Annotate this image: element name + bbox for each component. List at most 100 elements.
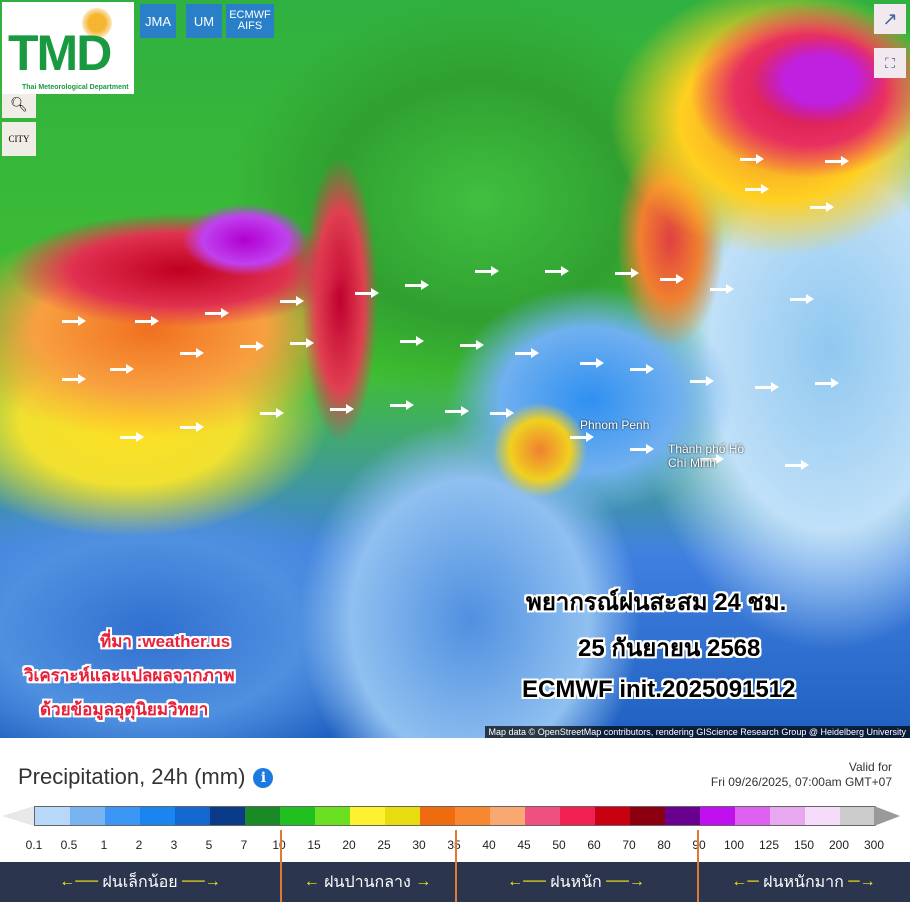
scale-tick-label: 50 xyxy=(552,838,566,852)
scale-tick-label: 80 xyxy=(657,838,671,852)
scale-tick-label: 40 xyxy=(482,838,496,852)
wind-arrow-icon xyxy=(700,454,724,464)
wind-arrow-icon xyxy=(545,266,569,276)
wind-arrow-icon xyxy=(260,408,284,418)
scale-tick-label: 35 xyxy=(447,838,461,852)
scale-swatch xyxy=(665,807,700,825)
scale-swatch xyxy=(70,807,105,825)
scale-swatch xyxy=(385,807,420,825)
wind-arrow-icon xyxy=(205,308,229,318)
wind-arrow-icon xyxy=(740,154,764,164)
sun-icon xyxy=(82,8,112,38)
wind-arrow-icon xyxy=(120,432,144,442)
wind-arrow-icon xyxy=(660,274,684,284)
scale-swatch xyxy=(140,807,175,825)
scale-swatch xyxy=(700,807,735,825)
scale-tick-label: 1 xyxy=(100,838,108,852)
source-line: ด้วยข้อมูลอุตุนิยมวิทยา xyxy=(40,700,209,719)
scale-right-cap xyxy=(874,806,900,826)
wind-arrow-icon xyxy=(515,348,539,358)
wind-arrow-icon xyxy=(755,382,779,392)
legend-title: Precipitation, 24h (mm) i xyxy=(18,764,274,790)
wind-arrow-icon xyxy=(62,374,86,384)
wind-arrow-icon xyxy=(630,364,654,374)
expand-icon[interactable]: ⛶ xyxy=(874,48,906,78)
wind-arrow-icon xyxy=(810,202,834,212)
valid-time: Valid for Fri 09/26/2025, 07:00am GMT+07 xyxy=(710,760,892,789)
scale-swatch xyxy=(350,807,385,825)
wind-arrow-icon xyxy=(790,294,814,304)
category-heavy-rain: ←── ฝนหนัก ──→ xyxy=(507,873,645,891)
scale-swatch xyxy=(420,807,455,825)
model-button-ecmwf-aifs[interactable]: ECMWF AIFS xyxy=(226,4,274,38)
precipitation-map[interactable]: TMD Thai Meteorological Department JMA U… xyxy=(0,0,910,738)
color-scale xyxy=(34,806,876,826)
scale-tick-label: 3 xyxy=(170,838,178,852)
wind-arrow-icon xyxy=(405,280,429,290)
scale-swatch xyxy=(840,807,875,825)
forecast-title: พยากรณ์ฝนสะสม 24 ชม. xyxy=(526,589,787,616)
precipitation-legend: Precipitation, 24h (mm) i Valid for Fri 09… xyxy=(0,738,910,904)
wind-arrow-icon xyxy=(400,336,424,346)
scale-swatch xyxy=(455,807,490,825)
wind-arrow-icon xyxy=(240,341,264,351)
category-very-heavy-rain: ←─ ฝนหนักมาก ─→ xyxy=(731,873,876,891)
scale-tick-label: 45 xyxy=(517,838,531,852)
wind-arrow-icon xyxy=(615,268,639,278)
city-label: Thành phố Hồ Chí Minh xyxy=(668,442,745,470)
wind-arrow-icon xyxy=(630,444,654,454)
scale-swatch xyxy=(735,807,770,825)
wind-arrow-icon xyxy=(135,316,159,326)
scale-swatch xyxy=(630,807,665,825)
wind-arrow-icon xyxy=(445,406,469,416)
scale-tick-label: 15 xyxy=(307,838,321,852)
wind-arrow-icon xyxy=(785,460,809,470)
scale-tick-label: 60 xyxy=(587,838,601,852)
scale-tick-label: 30 xyxy=(412,838,426,852)
wind-arrow-icon xyxy=(180,422,204,432)
scale-tick-label: 20 xyxy=(342,838,356,852)
category-light-rain: ←── ฝนเล็กน้อย ──→ xyxy=(59,873,221,891)
scale-swatch xyxy=(525,807,560,825)
scale-tick-label: 70 xyxy=(622,838,636,852)
scale-swatch xyxy=(210,807,245,825)
wind-arrow-icon xyxy=(570,432,594,442)
scale-tick-label: 0.1 xyxy=(25,838,43,852)
source-line: ที่มา :weather.us xyxy=(100,632,231,651)
scale-swatch xyxy=(280,807,315,825)
scale-swatch xyxy=(770,807,805,825)
zoom-out-icon[interactable]: 🔍︎ xyxy=(2,94,36,118)
wind-arrow-icon xyxy=(580,358,604,368)
scale-swatch xyxy=(315,807,350,825)
wind-arrow-icon xyxy=(815,378,839,388)
category-divider xyxy=(280,830,282,902)
scale-tick-label: 200 xyxy=(828,838,850,852)
share-icon[interactable]: ↗ xyxy=(874,4,906,34)
forecast-date: 25 กันยายน 2568 xyxy=(578,635,761,662)
info-icon[interactable]: i xyxy=(253,768,274,788)
scale-tick-label: 5 xyxy=(205,838,213,852)
scale-tick-label: 90 xyxy=(692,838,706,852)
scale-swatch xyxy=(595,807,630,825)
source-line: วิเคราะห์และแปลผลจากภาพ xyxy=(24,666,235,685)
scale-tick-label: 7 xyxy=(240,838,248,852)
wind-arrow-icon xyxy=(355,288,379,298)
model-button-um[interactable]: UM xyxy=(186,4,222,38)
scale-swatch xyxy=(175,807,210,825)
forecast-init: ECMWF init.2025091512 xyxy=(522,676,796,703)
scale-tick-label: 2 xyxy=(135,838,143,852)
scale-left-cap xyxy=(2,806,34,826)
wind-arrow-icon xyxy=(490,408,514,418)
scale-tick-label: 25 xyxy=(377,838,391,852)
model-button-jma[interactable]: JMA xyxy=(140,4,176,38)
wind-arrow-icon xyxy=(110,364,134,374)
category-divider xyxy=(697,830,699,902)
scale-tick-label: 300 xyxy=(863,838,885,852)
wind-arrow-icon xyxy=(280,296,304,306)
scale-tick-label: 100 xyxy=(723,838,745,852)
scale-tick-label: 150 xyxy=(793,838,815,852)
scale-swatch xyxy=(560,807,595,825)
city-toggle-button[interactable]: CITY xyxy=(2,122,36,156)
wind-arrow-icon xyxy=(180,348,204,358)
wind-arrow-icon xyxy=(475,266,499,276)
